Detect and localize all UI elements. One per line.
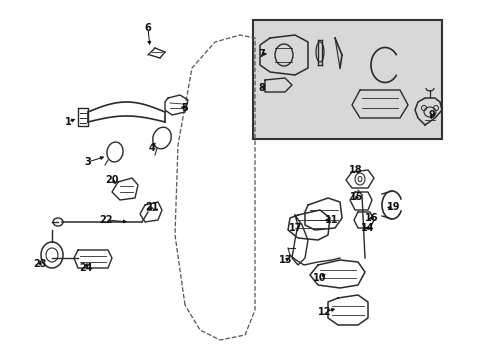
FancyBboxPatch shape xyxy=(252,20,441,139)
Text: 14: 14 xyxy=(361,223,374,233)
Text: 21: 21 xyxy=(145,202,159,212)
Text: 7: 7 xyxy=(258,49,265,59)
Text: 5: 5 xyxy=(181,103,188,113)
Text: 16: 16 xyxy=(365,213,378,223)
Text: 24: 24 xyxy=(79,263,93,273)
Text: 20: 20 xyxy=(105,175,119,185)
Text: 15: 15 xyxy=(349,192,363,202)
Text: 8: 8 xyxy=(258,83,265,93)
Text: 6: 6 xyxy=(144,23,151,33)
Text: 11: 11 xyxy=(325,215,338,225)
Text: 23: 23 xyxy=(33,259,47,269)
Text: 17: 17 xyxy=(289,223,302,233)
Text: 3: 3 xyxy=(84,157,91,167)
Text: 4: 4 xyxy=(148,143,155,153)
Text: 22: 22 xyxy=(99,215,113,225)
Text: 19: 19 xyxy=(386,202,400,212)
Text: 10: 10 xyxy=(313,273,326,283)
Text: 18: 18 xyxy=(348,165,362,175)
Text: 9: 9 xyxy=(428,110,434,120)
Text: 12: 12 xyxy=(318,307,331,317)
Text: 13: 13 xyxy=(279,255,292,265)
Text: 1: 1 xyxy=(64,117,71,127)
